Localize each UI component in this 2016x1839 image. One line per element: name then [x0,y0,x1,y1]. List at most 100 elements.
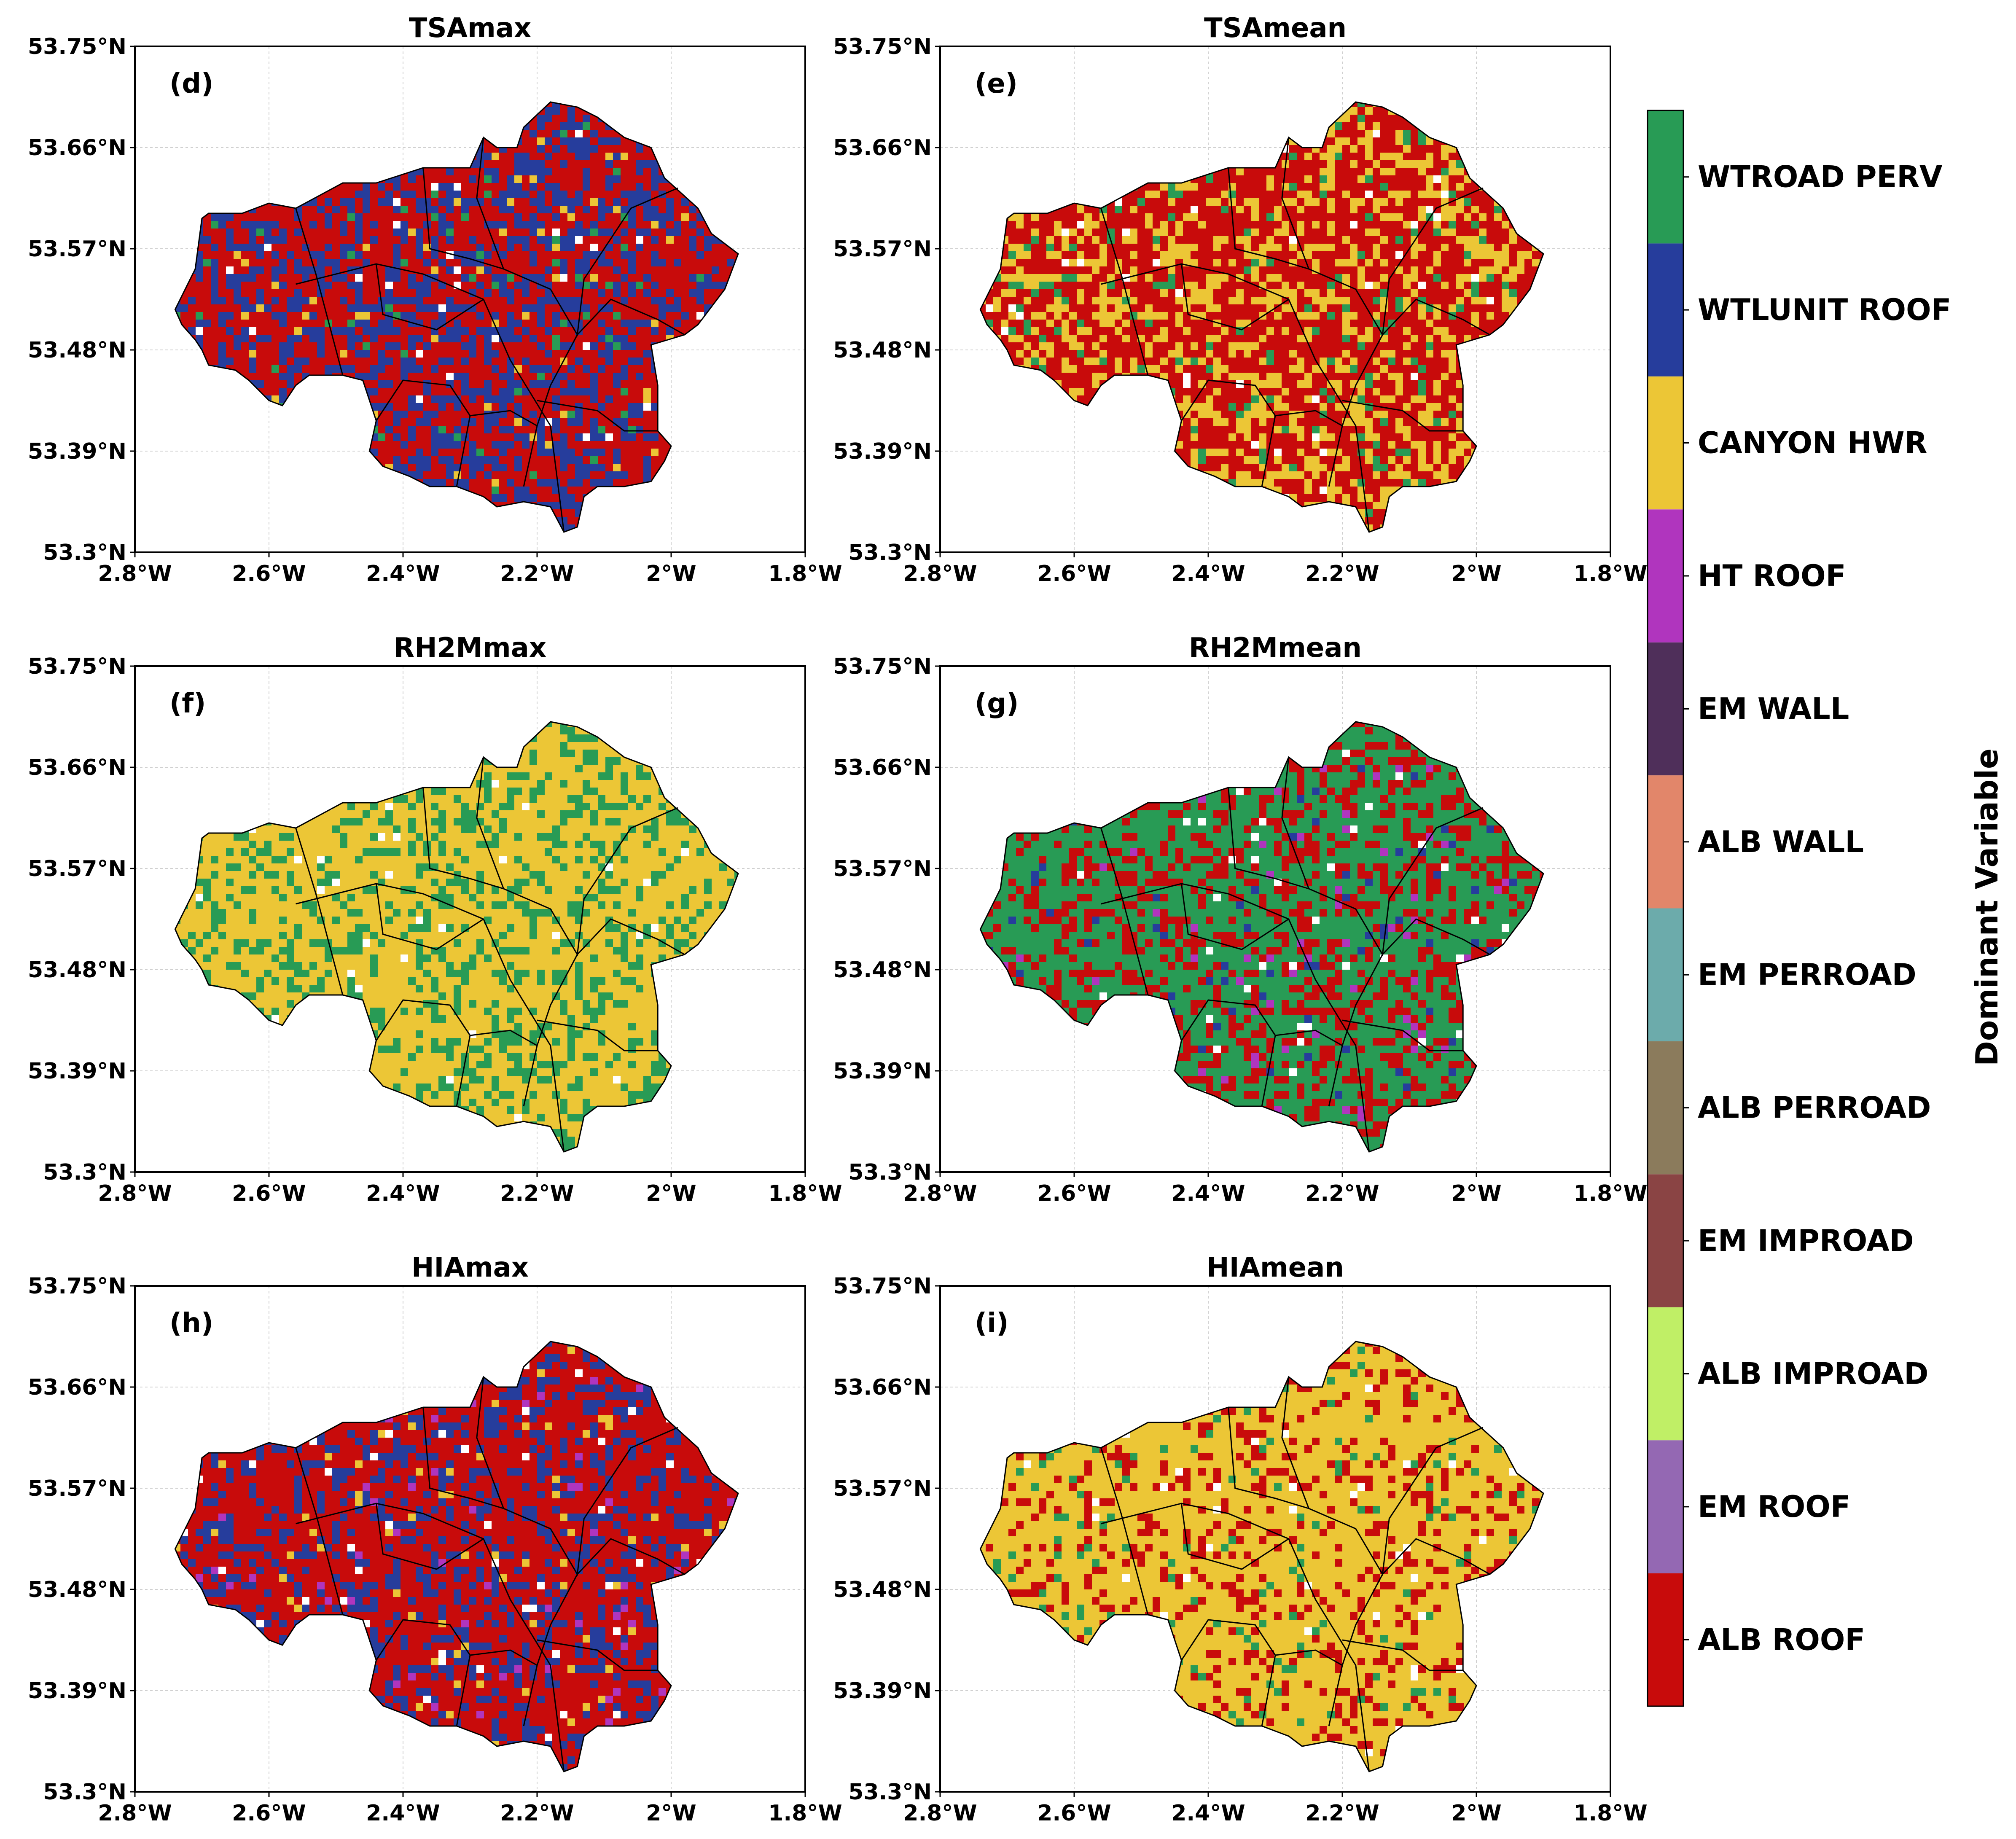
axes-frame [134,665,806,1173]
borough-boundary [1181,379,1276,487]
lon-tick-label: 2.6°W [1037,1801,1111,1826]
lat-tick-label: 53.39°N [28,1059,126,1084]
colorbar-tick-label: ALB WALL [1698,825,1864,859]
borough-boundary [1342,1639,1463,1671]
lat-tick-label: 53.48°N [28,957,126,983]
lat-tick-label: 53.3°N [848,1780,932,1805]
panel-tsamean: TSAmean (e) 53.75°N 53.66°N 53.57°N 53.48°N 53… [833,13,1648,586]
panel-label: (e) [975,68,1018,99]
colorbar-tick-label: ALB IMPROAD [1698,1357,1928,1391]
borough-boundary [375,883,484,950]
borough-boundary [1382,1538,1490,1575]
colorbar-swatch [1648,509,1683,643]
colorbar-tick-label: HT ROOF [1698,559,1846,593]
borough-boundary [523,334,578,487]
panel-label: (d) [169,68,213,99]
lon-tick-label: 2.4°W [1171,1181,1245,1206]
borough-boundary [1328,954,1383,1107]
borough-boundary [577,918,685,955]
borough-boundary [1100,828,1149,995]
borough-boundary [1342,400,1463,432]
lat-tick-label: 53.57°N [28,237,126,262]
lat-tick-label: 53.66°N [833,1375,932,1400]
borough-boundary [1228,1407,1309,1509]
borough-boundary [1228,167,1309,270]
colorbar-tick-label: ALB PERROAD [1698,1091,1931,1125]
borough-boundary [1228,787,1309,890]
colorbar-tick-label: EM WALL [1698,691,1849,726]
panel-title: TSAmean [1204,13,1347,44]
colorbar-swatch [1648,1174,1683,1307]
lon-tick-label: 2.2°W [500,1181,574,1206]
borough-boundary [523,1574,578,1726]
lat-tick-label: 53.3°N [848,540,932,565]
lon-tick-label: 2.4°W [1171,1801,1245,1826]
borough-boundary [422,1407,504,1509]
borough-boundary [1100,1447,1149,1615]
borough-boundary [376,379,471,487]
lat-tick-label: 53.48°N [833,957,932,983]
colorbar-swatch [1648,376,1683,510]
lat-tick-label: 53.57°N [833,1476,932,1501]
panel-title: RH2Mmean [1189,632,1362,664]
borough-boundary [422,167,504,270]
lat-tick-label: 53.3°N [43,540,126,565]
lon-tick-label: 2°W [646,561,696,586]
borough-boundary [577,1538,685,1575]
panel-title: HIAmean [1207,1252,1344,1283]
lon-tick-label: 2.6°W [232,561,306,586]
borough-boundary [1100,208,1149,376]
lat-tick-label: 53.3°N [43,1780,126,1805]
panel-hiamean: HIAmean (i) 53.75°N 53.66°N 53.57°N 53.48°N 53… [833,1252,1648,1826]
lon-tick-label: 2.2°W [1305,1181,1379,1206]
colorbar-tick-label: WTLUNIT ROOF [1698,293,1951,327]
lat-tick-label: 53.75°N [833,34,932,59]
lon-tick-label: 2.8°W [903,1181,977,1206]
lon-tick-label: 2°W [646,1801,696,1826]
category-raster [980,722,1543,1152]
lat-tick-label: 53.3°N [848,1160,932,1185]
lat-tick-label: 53.3°N [43,1160,126,1185]
lat-tick-label: 53.48°N [28,338,126,363]
lon-tick-label: 1.8°W [768,1801,842,1826]
borough-boundary [1275,1649,1343,1666]
lat-tick-label: 53.75°N [833,654,932,679]
lon-tick-label: 1.8°W [768,561,842,586]
lon-tick-label: 2.2°W [500,561,574,586]
lon-tick-label: 2°W [1451,1801,1502,1826]
borough-boundary [537,400,658,432]
borough-boundary [376,1619,471,1726]
lon-tick-label: 2.4°W [366,1801,440,1826]
colorbar-swatch [1648,775,1683,909]
lon-tick-label: 2°W [1451,561,1502,586]
borough-boundary [1281,1377,1484,1576]
region-boundary [174,721,739,1153]
borough-boundary [1281,757,1484,957]
borough-boundary [1382,298,1490,336]
panel-label: (h) [169,1308,213,1339]
colorbar-tick-label: EM IMPROAD [1698,1223,1914,1258]
lon-tick-label: 2.8°W [903,1801,977,1826]
colorbar-swatch [1648,243,1683,376]
borough-boundary [470,410,538,427]
category-raster [980,1342,1543,1772]
lon-tick-label: 2.8°W [903,561,977,586]
borough-boundary [295,828,344,995]
region-boundary [979,101,1544,533]
borough-boundary [476,757,678,957]
lat-tick-label: 53.75°N [28,34,126,59]
colorbar-swatch [1648,1440,1683,1573]
lat-tick-label: 53.66°N [28,135,126,161]
borough-boundary [1281,137,1484,337]
borough-boundary [295,208,344,376]
axes-frame [939,665,1611,1173]
colorbar-swatch [1648,908,1683,1041]
borough-boundary [476,137,678,337]
lon-tick-label: 2.8°W [98,1801,172,1826]
lon-tick-label: 2.8°W [98,561,172,586]
colorbar-tick-label: EM ROOF [1698,1489,1851,1524]
borough-boundary [376,999,471,1107]
region-boundary [979,721,1544,1153]
lon-tick-label: 2.6°W [1037,561,1111,586]
borough-boundary [1382,918,1490,955]
